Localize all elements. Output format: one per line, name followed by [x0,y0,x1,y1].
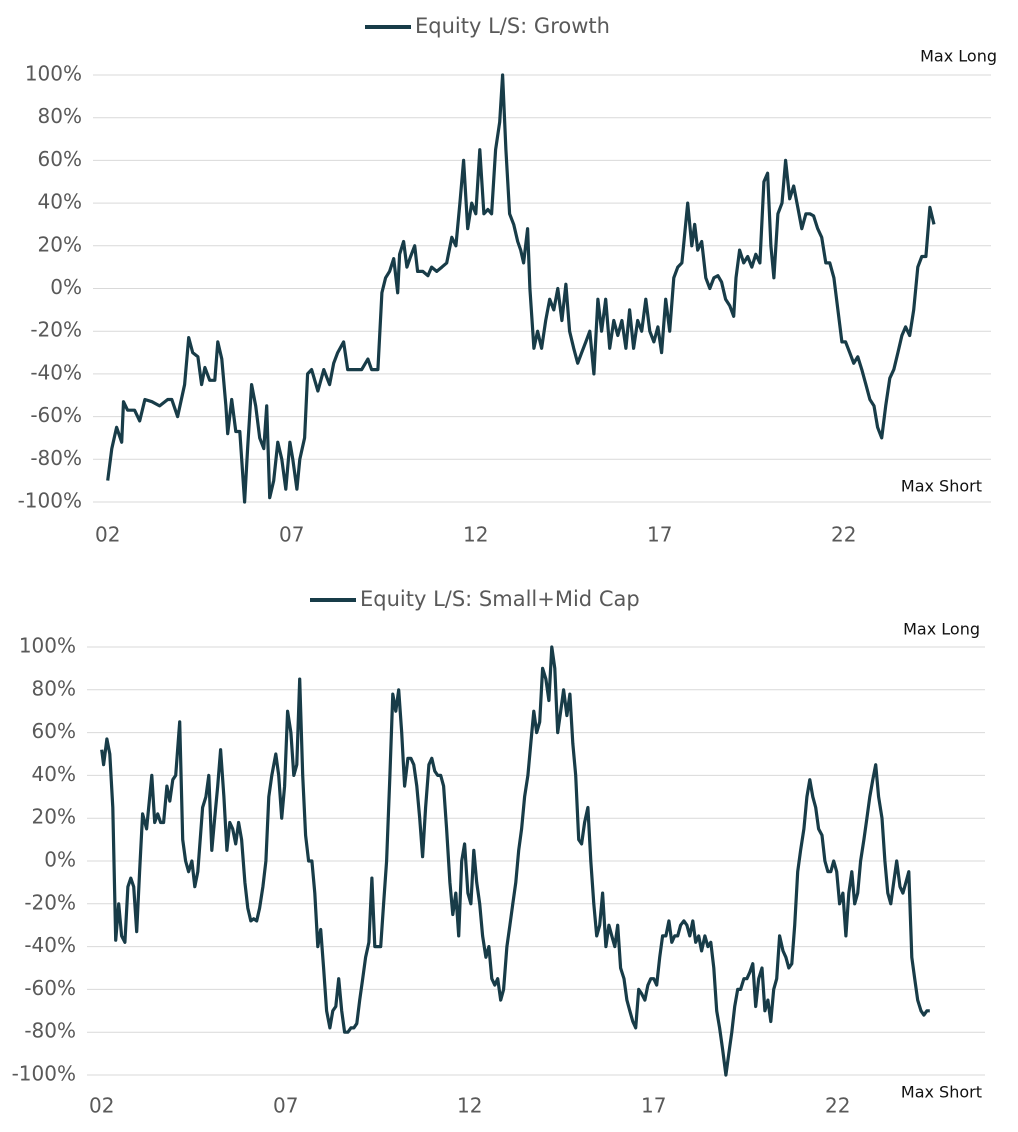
y-tick-label: -20% [30,318,82,342]
x-tick-label: 17 [641,1094,666,1118]
y-tick-label: -60% [24,976,76,1000]
y-tick-label: 100% [19,634,76,658]
x-tick-label: 17 [647,523,672,547]
y-tick-label: 40% [32,762,76,786]
data-line [100,645,930,1077]
y-tick-label: -80% [24,1019,76,1043]
y-tick-label: -80% [30,446,82,470]
x-tick-label: 07 [273,1094,298,1118]
y-tick-label: -100% [18,489,82,513]
x-tick-label: 02 [95,523,120,547]
y-tick-label: -40% [24,933,76,957]
data-line [106,73,936,504]
x-tick-label: 12 [463,523,488,547]
x-tick-label: 22 [831,523,856,547]
y-tick-label: 40% [38,190,82,214]
y-tick-label: 80% [32,676,76,700]
annotation: Max Long [920,47,997,66]
y-tick-label: 60% [38,147,82,171]
y-tick-label: 20% [32,805,76,829]
annotation: Max Short [901,477,982,496]
y-tick-label: 0% [50,275,82,299]
y-tick-label: 60% [32,719,76,743]
x-tick-label: 12 [457,1094,482,1118]
y-tick-label: -40% [30,360,82,384]
y-tick-label: -100% [12,1062,76,1086]
x-tick-label: 07 [279,523,304,547]
y-tick-label: 20% [38,232,82,256]
y-tick-label: 0% [44,848,76,872]
x-tick-label: 02 [89,1094,114,1118]
annotation: Max Long [903,620,980,639]
y-tick-label: 80% [38,104,82,128]
y-tick-label: -60% [30,403,82,427]
y-tick-label: -20% [24,890,76,914]
annotation: Max Short [901,1083,982,1102]
legend-label: Equity L/S: Growth [415,14,610,38]
y-tick-label: 100% [25,62,82,86]
legend-label: Equity L/S: Small+Mid Cap [360,587,640,611]
x-tick-label: 22 [825,1094,850,1118]
